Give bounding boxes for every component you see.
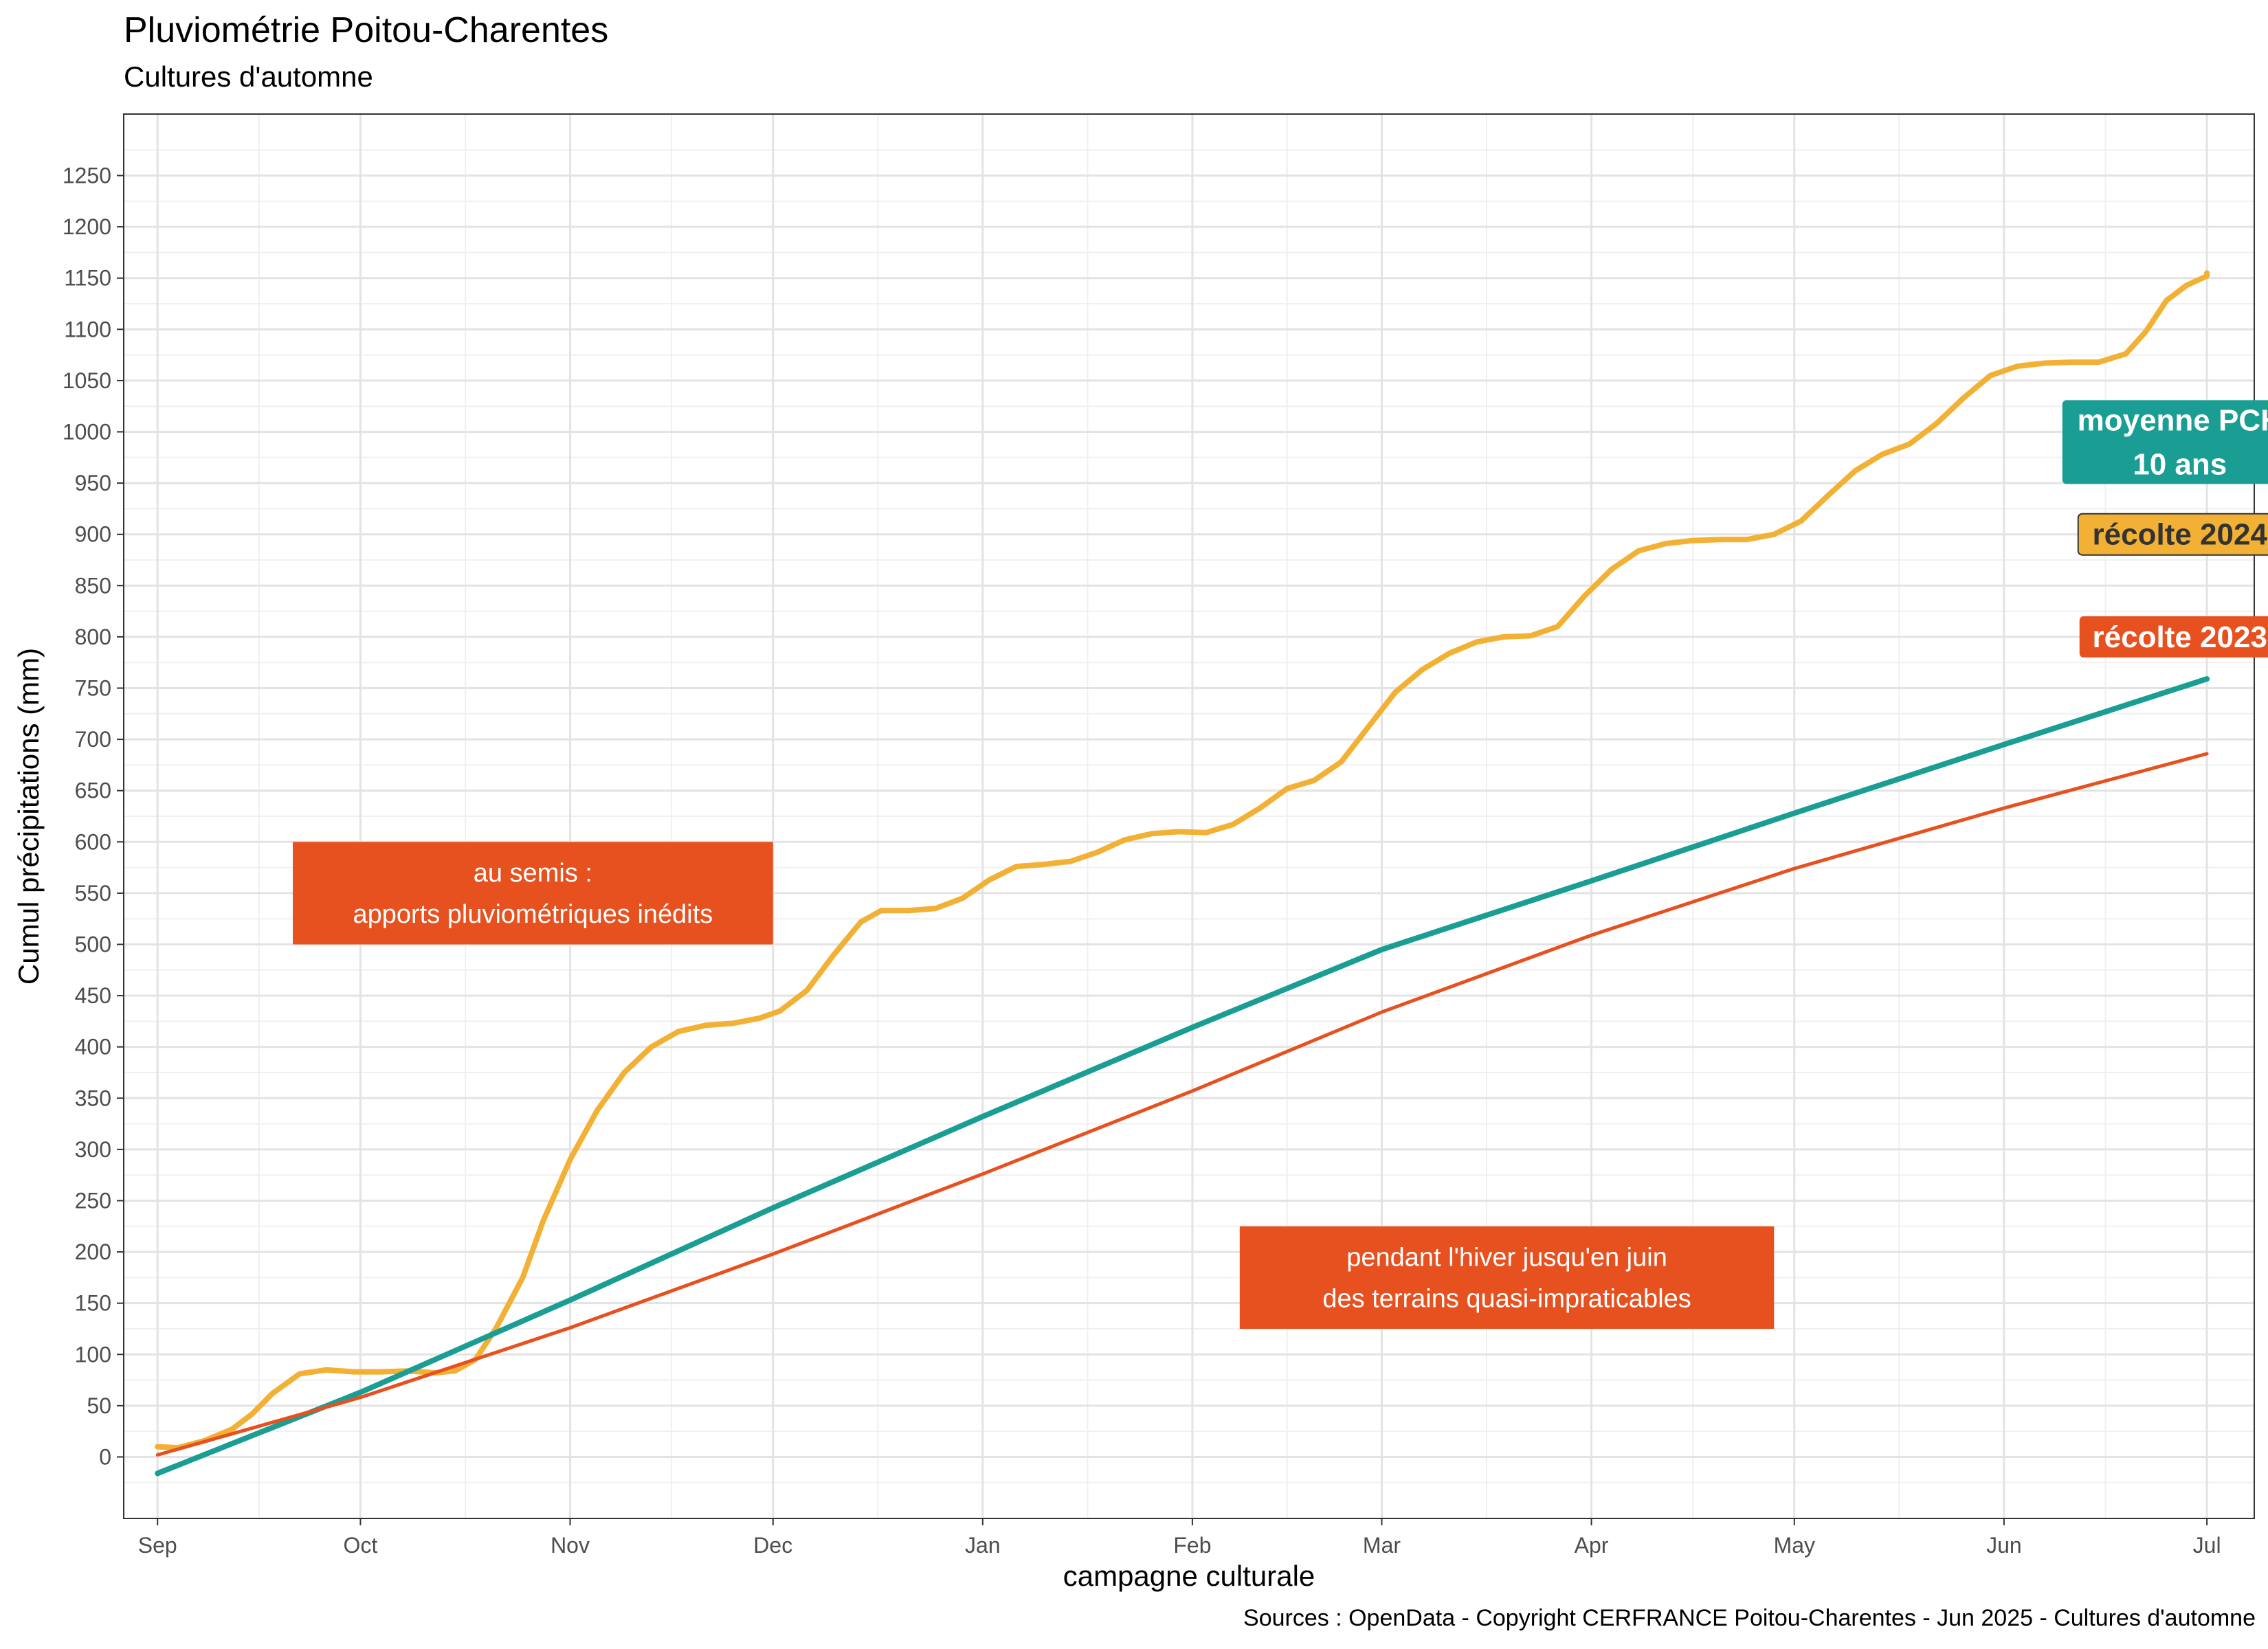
panel-border — [123, 113, 2255, 1519]
y-tick-label: 250 — [75, 1188, 111, 1213]
x-tick-label: Feb — [1173, 1533, 1211, 1558]
y-tick-label: 800 — [75, 625, 111, 649]
y-tick-label: 1050 — [63, 368, 111, 393]
series-line — [155, 752, 2209, 1457]
series-label-box — [2077, 513, 2268, 556]
y-tick-label: 650 — [75, 778, 111, 803]
series-label-box — [2062, 400, 2268, 484]
series-label-text: moyenne PCH 10 ans — [2078, 403, 2268, 481]
y-tick-label: 950 — [75, 471, 111, 495]
series-label-box — [2079, 616, 2268, 658]
y-tick-label: 150 — [75, 1291, 111, 1316]
y-tick-label: 750 — [75, 676, 111, 701]
series-label-text: récolte 2023 — [2093, 620, 2267, 654]
annotation-box — [1239, 1226, 1775, 1329]
y-tick-label: 300 — [75, 1137, 111, 1162]
series-labels: récolte 2024 moyenne PCH 10 ans récolte 202… — [2062, 400, 2268, 658]
y-tick-label: 1150 — [64, 266, 111, 291]
y-tick-label: 350 — [75, 1086, 111, 1110]
chart-subtitle: Cultures d'automne — [124, 60, 373, 93]
annotation-text: pendant l'hiver jusqu'en juin des terrain… — [1322, 1243, 1691, 1313]
source-caption: Sources : OpenData - Copyright CERFRANCE… — [1243, 1605, 2256, 1631]
annotations: au semis : apports pluviométriques inédit… — [293, 842, 1775, 1329]
x-tick-label: Apr — [1575, 1533, 1609, 1558]
y-tick-label: 850 — [75, 573, 111, 598]
y-tick-label: 550 — [75, 881, 111, 906]
x-tick-label: Jun — [1986, 1533, 2022, 1558]
y-tick-label: 1200 — [63, 214, 111, 239]
x-tick-label: Jul — [2193, 1533, 2221, 1558]
y-tick-label: 100 — [75, 1342, 111, 1367]
annotation-box — [293, 842, 773, 945]
x-axis-title: campagne culturale — [1063, 1560, 1315, 1592]
x-tick-label: May — [1774, 1533, 1815, 1558]
y-tick-label: 200 — [75, 1239, 111, 1264]
y-tick-label: 700 — [75, 727, 111, 752]
series-line — [155, 676, 2210, 1477]
series-line — [155, 270, 2210, 1451]
x-tick-label: Oct — [344, 1533, 378, 1558]
y-tick-label: 500 — [75, 932, 111, 956]
y-tick-label: 450 — [75, 983, 111, 1008]
x-tick-label: Mar — [1363, 1533, 1401, 1558]
annotation-text: au semis : apports pluviométriques inédit… — [353, 859, 713, 929]
x-tick-label: Nov — [551, 1533, 590, 1558]
y-tick-label: 1000 — [63, 420, 111, 445]
x-tick-label: Jan — [965, 1533, 1001, 1558]
x-tick-label: Dec — [753, 1533, 792, 1558]
y-tick-label: 400 — [75, 1035, 111, 1059]
y-tick-label: 1100 — [64, 317, 111, 341]
y-tick-label: 900 — [75, 522, 111, 547]
grid-lines — [124, 114, 2254, 1518]
series-lines — [155, 270, 2210, 1477]
y-axis-title: Cumul précipitations (mm) — [12, 648, 45, 985]
series-label-text: récolte 2024 — [2093, 518, 2268, 552]
y-tick-label: 0 — [99, 1444, 111, 1469]
y-tick-label: 1250 — [63, 164, 111, 188]
axes: 0 50 100 150 200 250 300 350 400 450 500 550 600 650 7… — [12, 164, 2221, 1592]
y-tick-label: 50 — [87, 1393, 111, 1418]
panel-frame — [123, 113, 2255, 1519]
chart-title: Pluviométrie Poitou-Charentes — [124, 10, 609, 50]
y-tick-label: 600 — [75, 829, 111, 854]
x-tick-label: Sep — [138, 1533, 177, 1558]
